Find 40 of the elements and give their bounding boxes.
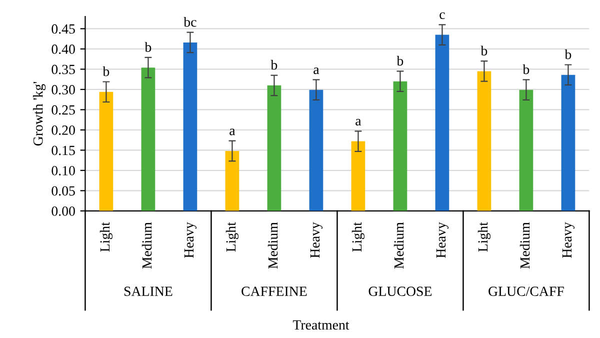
x-tick-label: Heavy [562, 222, 574, 258]
text: GLUCOSE [368, 286, 432, 296]
data-label: a [314, 67, 320, 74]
y-tick-label: 0.10 [52, 166, 75, 176]
data-label: b [102, 66, 110, 76]
y-tick-label: 0.05 [52, 186, 75, 196]
text: CAFFEINE [242, 286, 307, 296]
x-tick-label: Light [478, 222, 491, 252]
data-label: b [522, 64, 530, 74]
data-label: b [270, 60, 278, 70]
text: SALINE [124, 286, 172, 296]
y-axis-title: Growth 'kg' [32, 82, 46, 146]
x-tick-label: Medium [520, 222, 530, 269]
data-label: a [356, 118, 362, 126]
x-tick-label: Light [100, 222, 113, 252]
y-tick-label: 0.15 [52, 146, 75, 156]
x-tick-label: Medium [268, 222, 278, 269]
x-tick-label: Medium [394, 222, 404, 269]
data-label: b [396, 56, 404, 66]
data-label: b [564, 49, 572, 60]
data-label: c [440, 12, 445, 20]
data-label: a [230, 128, 236, 136]
x-tick-label: Heavy [310, 222, 322, 258]
x-axis-title: Treatment [292, 320, 350, 330]
x-tick-label: Heavy [436, 222, 448, 258]
data-label: b [144, 42, 152, 52]
data-label: bc [184, 16, 196, 27]
y-tick-label: 0.00 [52, 206, 75, 216]
y-tick-label: 0.35 [52, 64, 75, 74]
y-tick-label: 0.25 [52, 105, 75, 115]
y-tick-label: 0.40 [52, 44, 75, 54]
x-tick-label: Medium [142, 222, 152, 269]
data-label: b [480, 46, 488, 56]
text: GLUC/CAFF [488, 286, 564, 296]
y-tick-label: 0.20 [52, 126, 75, 135]
y-tick-label: 0.30 [52, 85, 75, 94]
x-tick-label: Light [352, 222, 365, 252]
x-tick-label: Light [226, 222, 239, 252]
y-tick-label: 0.45 [52, 24, 75, 34]
x-tick-label: Heavy [184, 222, 196, 258]
